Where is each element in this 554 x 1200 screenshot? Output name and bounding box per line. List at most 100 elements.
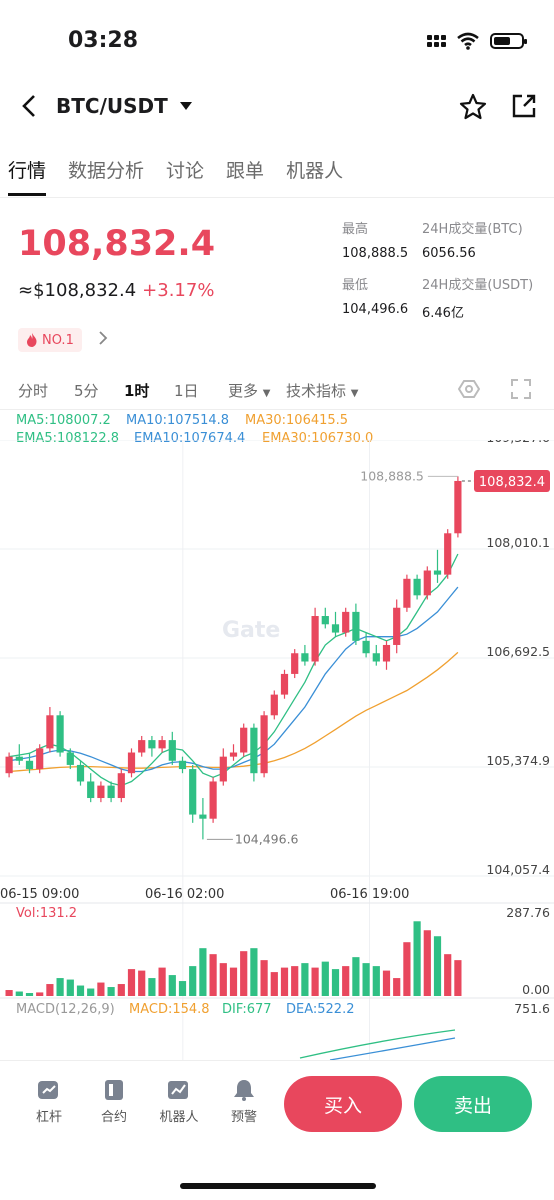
tf-more[interactable]: 更多 ▼ [228, 380, 271, 401]
chart-labels: 109,327.6 108,010.1 106,692.5 105,374.9 104,… [0, 440, 550, 1017]
fullscreen-button[interactable] [510, 378, 532, 404]
tech-indicators[interactable]: 技术指标 ▼ [286, 380, 359, 401]
volume-bar [189, 966, 197, 996]
star-icon [459, 93, 487, 120]
rank-badge[interactable]: NO.1 [18, 328, 82, 352]
volume-bar [382, 970, 391, 996]
candle-body [301, 653, 309, 662]
ma10-line [8, 586, 459, 773]
vol-btc-value: 6056.56 [422, 246, 476, 261]
main-tabs: 行情 数据分析 讨论 跟单 机器人 [8, 156, 343, 196]
volume-bar [270, 972, 278, 996]
candle-body [97, 785, 105, 799]
candle-body [413, 578, 421, 596]
candle-body [260, 715, 268, 774]
nav-leverage[interactable]: 杠杆 [35, 1110, 62, 1125]
macd-dif: DIF:677 [222, 1002, 272, 1017]
buy-button[interactable]: 买入 [284, 1076, 402, 1132]
share-button[interactable] [510, 92, 538, 122]
candle-body [87, 781, 95, 799]
legend-ema5: EMA5:108122.8 [16, 431, 120, 446]
dif-line [299, 1029, 456, 1059]
y-tick-label: 109,327.6 [486, 440, 550, 445]
chart-grid [0, 440, 554, 1060]
low-annotation: 104,496.6 [235, 831, 299, 846]
volume-bar [107, 987, 115, 996]
volume-bar [138, 970, 146, 996]
bot-icon[interactable] [166, 1078, 192, 1102]
candle-body [229, 752, 238, 757]
candle-body [168, 740, 176, 761]
back-button[interactable] [20, 92, 44, 122]
candle-body [5, 756, 13, 774]
volume-bar [362, 963, 370, 996]
chart-settings-button[interactable] [457, 378, 481, 404]
volume-label: Vol:131.2 [16, 906, 77, 921]
favorite-button[interactable] [458, 92, 488, 122]
tab-market[interactable]: 行情 [8, 156, 47, 196]
volume-bar [321, 961, 329, 996]
nav-bot[interactable]: 机器人 [159, 1110, 199, 1125]
nav-contract[interactable]: 合约 [100, 1110, 127, 1125]
tab-copy-trade[interactable]: 跟单 [226, 160, 265, 182]
volume-bar [168, 975, 176, 996]
candle-body [382, 644, 391, 662]
status-icons [427, 32, 527, 50]
volume-bar [372, 966, 380, 996]
candle-body [107, 785, 115, 799]
candle-body [240, 727, 248, 753]
candle-body [423, 570, 431, 596]
candlestick-chart[interactable]: Gate 109,327.6 108,010.1 106,692.5 105,374.… [0, 440, 554, 1060]
tf-1d[interactable]: 1日 [174, 382, 199, 400]
tab-discussion[interactable]: 讨论 [166, 160, 205, 182]
volume-bar [342, 966, 350, 996]
volume-bar [260, 960, 268, 996]
volume-bar [423, 930, 431, 996]
volume-bar [352, 957, 360, 996]
tf-5m[interactable]: 5分 [74, 382, 99, 400]
leverage-icon[interactable] [36, 1078, 62, 1102]
fire-icon [27, 333, 37, 347]
candle-body [158, 740, 166, 749]
volume-bar [56, 978, 64, 996]
volume-bar [250, 948, 258, 996]
ma5-line [8, 553, 459, 787]
candle-body [189, 769, 197, 815]
macd-lines [299, 1029, 456, 1060]
status-time: 03:28 [68, 28, 139, 53]
candle-body [178, 760, 187, 770]
caret-down-icon: ▼ [350, 388, 359, 399]
candle-body [127, 752, 136, 774]
price-sub: ≈$108,832.4 +3.17% [18, 280, 214, 301]
candle-body [393, 607, 401, 645]
x-tick-label: 06-16 19:00 [330, 887, 409, 902]
last-price: 108,832.4 [18, 224, 216, 264]
volume-bar [454, 960, 462, 996]
legend-ma5: MA5:108007.2 [16, 413, 111, 428]
volume-bar [219, 963, 227, 996]
sell-button[interactable]: 卖出 [414, 1076, 532, 1132]
settings-icon [457, 380, 481, 398]
y-tick-label: 104,057.4 [486, 862, 550, 877]
pair-selector[interactable]: BTC/USDT [56, 94, 192, 118]
legend-ema10: EMA10:107674.4 [134, 431, 246, 446]
nav-alert[interactable]: 预警 [230, 1110, 257, 1125]
candle-body [362, 640, 370, 654]
share-icon [512, 94, 536, 118]
tf-timeshare[interactable]: 分时 [18, 382, 49, 400]
tab-bot[interactable]: 机器人 [286, 160, 344, 182]
contract-icon[interactable] [101, 1078, 127, 1102]
candle-body [403, 578, 411, 608]
last-price-label: 108,832.4 [479, 475, 545, 490]
x-tick-label: 06-15 09:00 [0, 887, 79, 902]
tf-1h[interactable]: 1时 [124, 382, 150, 400]
tf-divider [0, 409, 554, 410]
candle-body [342, 611, 350, 633]
tab-data-analysis[interactable]: 数据分析 [68, 160, 145, 182]
chevron-right-icon[interactable] [98, 330, 108, 350]
alert-icon[interactable] [231, 1078, 257, 1102]
home-indicator [180, 1183, 376, 1189]
candle-body [148, 740, 156, 749]
legend-ma30: MA30:106415.5 [245, 413, 349, 428]
tf-more-label: 更多 [228, 382, 259, 400]
